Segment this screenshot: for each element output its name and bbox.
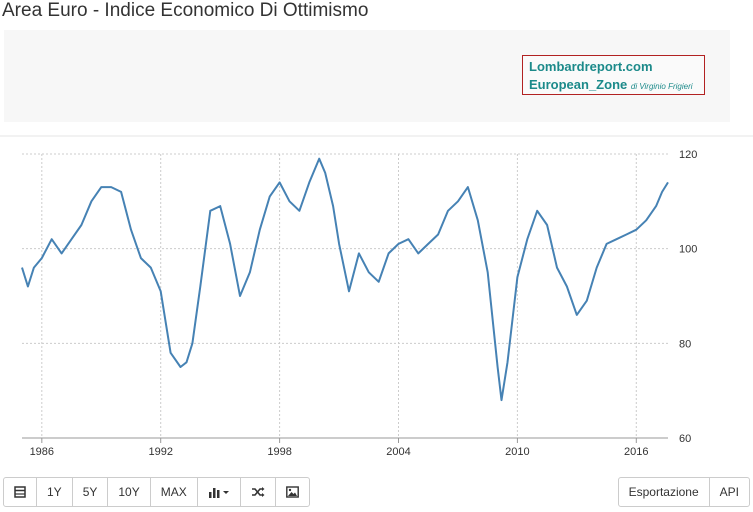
range-10y-button[interactable]: 10Y [108,478,151,506]
chart-toolbar: 1Y 5Y 10Y MAX [3,477,310,507]
table-view-button[interactable] [4,478,37,506]
chart-type-button[interactable] [198,478,241,506]
range-1y-button[interactable]: 1Y [37,478,73,506]
range-max-button[interactable]: MAX [151,478,198,506]
badge-line2-sub: di Virginio Frigieri [630,82,693,91]
shuffle-icon [251,487,265,497]
y-tick-label: 60 [679,433,691,445]
badge-line1: Lombardreport.com [529,59,653,74]
download-image-button[interactable] [276,478,309,506]
page-title: Area Euro - Indice Economico Di Ottimism… [2,0,369,21]
y-tick-label: 120 [679,149,697,161]
image-icon [285,486,299,498]
line-chart: 60 80 100 120 1986 1992 1998 2004 2010 2016 [0,135,753,458]
export-toolbar: Esportazione API [617,477,750,507]
y-tick-label: 80 [679,338,691,350]
watermark-badge: Lombardreport.com European_Zone di Virgi… [522,55,705,95]
y-tick-label: 100 [679,244,697,256]
bar-chart-icon [208,488,229,498]
export-button[interactable]: Esportazione [619,478,710,506]
x-tick-label: 1998 [267,446,291,458]
badge-line2: European_Zone di Virginio Frigieri [529,76,698,96]
x-tick-label: 2010 [505,446,529,458]
compare-button[interactable] [241,478,276,506]
badge-line2-text: European_Zone [529,77,628,92]
x-tick-label: 2004 [386,446,410,458]
x-tick-label: 2016 [624,446,648,458]
x-tick-label: 1992 [148,446,172,458]
api-button[interactable]: API [719,485,739,499]
range-5y-button[interactable]: 5Y [73,478,109,506]
series-line [21,157,669,402]
x-tick-label: 1986 [30,446,54,458]
table-icon [14,486,26,498]
